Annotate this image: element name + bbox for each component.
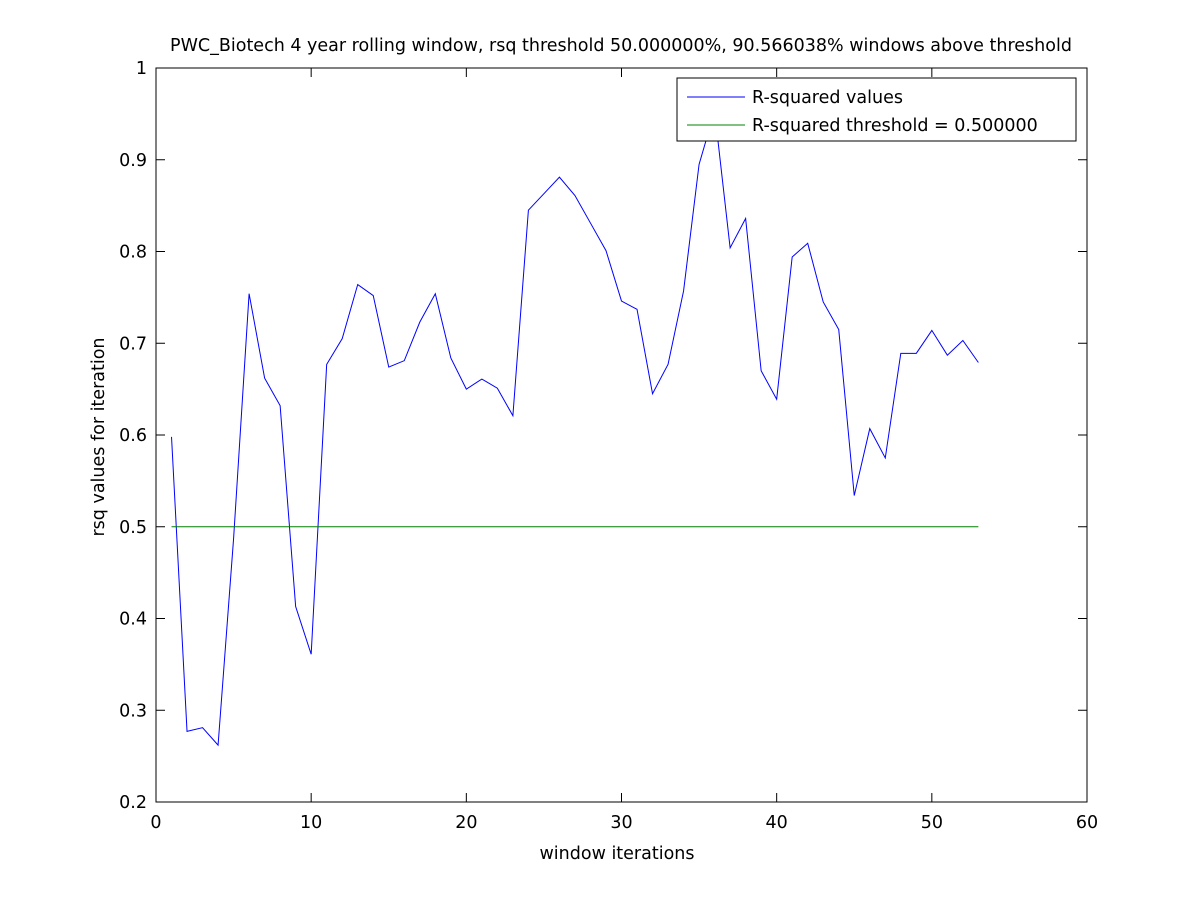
x-tick-label: 40 [766, 813, 788, 833]
series-line-0 [171, 110, 979, 747]
plot-area [155, 67, 1088, 803]
y-axis-label: rsq values for iteration [89, 337, 109, 536]
legend: R-squared values R-squared threshold = 0.… [676, 77, 1077, 142]
x-tick-label: 20 [455, 813, 477, 833]
y-tick-label: 0.5 [119, 518, 147, 538]
y-tick-label: 1 [136, 59, 147, 79]
series-layer [171, 110, 979, 747]
x-tick-label: 0 [150, 813, 161, 833]
x-tick-label: 60 [1076, 813, 1098, 833]
x-tick-label: 10 [300, 813, 322, 833]
x-tick-label: 30 [610, 813, 632, 833]
chart-title: PWC_Biotech 4 year rolling window, rsq t… [170, 36, 1072, 56]
y-tick-label: 0.6 [119, 426, 147, 446]
y-tick-label: 0.7 [119, 334, 147, 354]
axes-frame [155, 67, 1088, 803]
y-tick-label: 0.8 [119, 243, 147, 263]
y-tick-label: 0.3 [119, 701, 147, 721]
legend-box [676, 77, 1077, 142]
y-tick-label: 0.9 [119, 151, 147, 171]
x-tick-label: 50 [921, 813, 943, 833]
legend-label-0: R-squared values [752, 88, 903, 108]
legend-label-1: R-squared threshold = 0.500000 [752, 116, 1038, 136]
axis-ticks: 0 10 20 30 40 50 60 0.2 0.3 0.4 0.5 0.6 0.7 0.8 0.9 1 [119, 59, 1098, 833]
x-axis-label: window iterations [539, 844, 694, 864]
y-tick-label: 0.4 [119, 610, 147, 630]
y-tick-label: 0.2 [119, 793, 147, 813]
